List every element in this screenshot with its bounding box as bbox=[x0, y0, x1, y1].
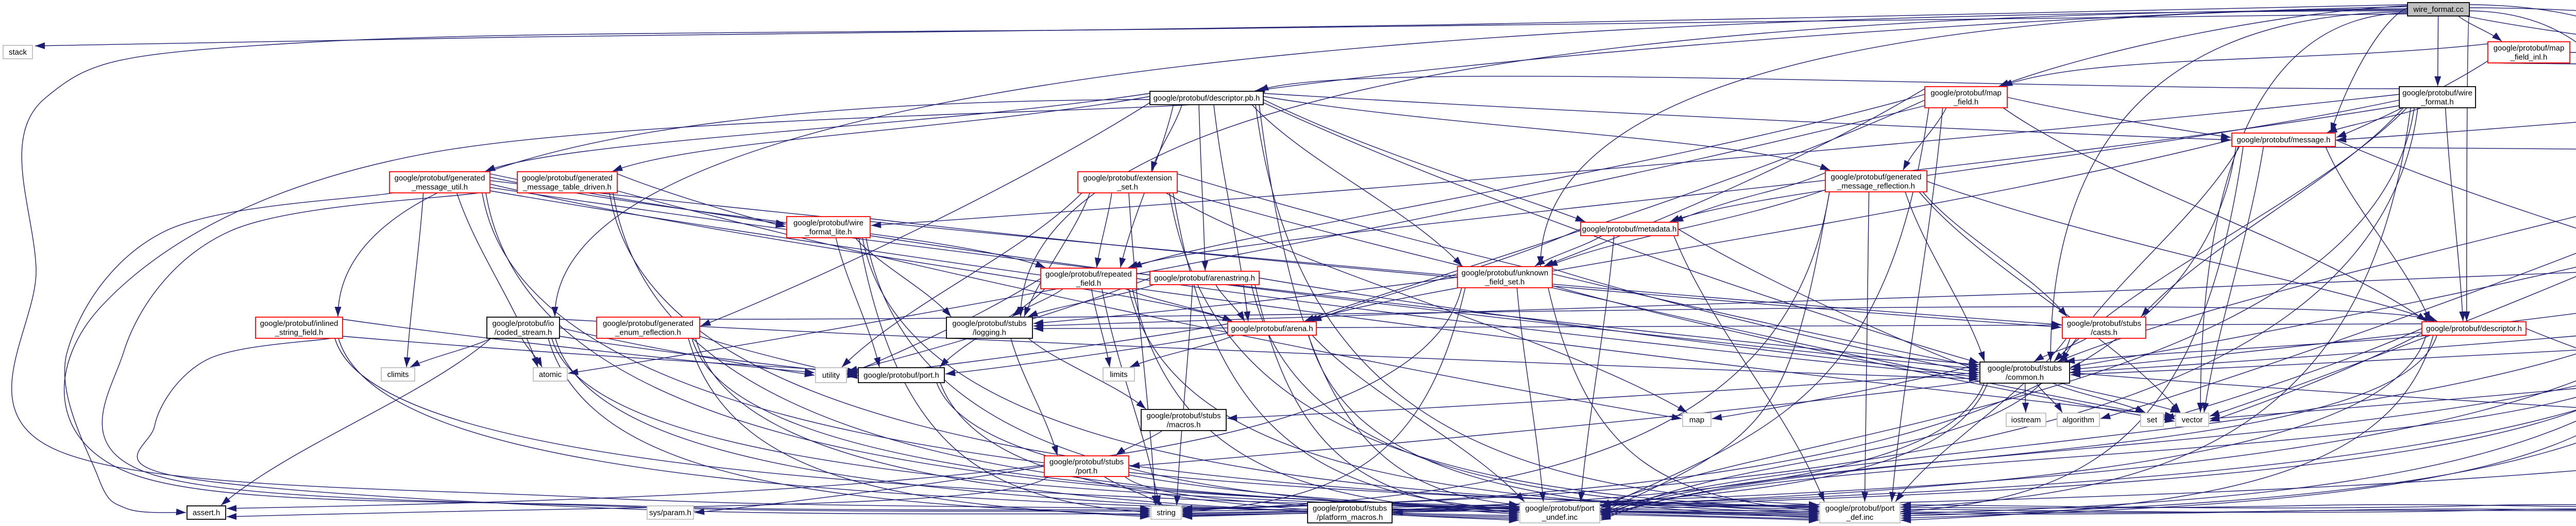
svg-text:map: map bbox=[1689, 416, 1704, 424]
svg-text:google/protobuf/message.h: google/protobuf/message.h bbox=[2237, 136, 2331, 144]
svg-text:google/protobuf/metadata.h: google/protobuf/metadata.h bbox=[1582, 225, 1676, 234]
svg-text:google/protobuf/wire: google/protobuf/wire bbox=[793, 219, 863, 227]
svg-text:algorithm: algorithm bbox=[2062, 416, 2094, 424]
svg-text:_field.h: _field.h bbox=[1953, 97, 1978, 106]
svg-text:google/protobuf/stubs: google/protobuf/stubs bbox=[952, 319, 1026, 328]
svg-text:google/protobuf/extension: google/protobuf/extension bbox=[1083, 174, 1172, 183]
svg-text:google/protobuf/inlined: google/protobuf/inlined bbox=[260, 319, 338, 328]
svg-text:google/protobuf/stubs: google/protobuf/stubs bbox=[1146, 412, 1221, 420]
svg-text:_format.h: _format.h bbox=[2420, 97, 2453, 106]
svg-text:_field_set.h: _field_set.h bbox=[1485, 278, 1525, 287]
svg-text:vector: vector bbox=[2182, 416, 2203, 424]
svg-text:_set.h: _set.h bbox=[1116, 183, 1138, 191]
svg-text:_field_inl.h: _field_inl.h bbox=[2510, 53, 2548, 62]
svg-text:google/protobuf/generated: google/protobuf/generated bbox=[395, 174, 485, 183]
svg-text:/port.h: /port.h bbox=[1076, 467, 1098, 475]
svg-text:google/protobuf/generated: google/protobuf/generated bbox=[603, 319, 693, 328]
svg-text:wire_format.cc: wire_format.cc bbox=[2413, 5, 2464, 14]
svg-text:/common.h: /common.h bbox=[2006, 373, 2044, 382]
svg-text:stack: stack bbox=[9, 48, 27, 57]
svg-text:_def.inc: _def.inc bbox=[1846, 513, 1874, 522]
svg-text:assert.h: assert.h bbox=[193, 508, 220, 517]
svg-text:/coded_stream.h: /coded_stream.h bbox=[495, 328, 552, 337]
svg-text:google/protobuf/stubs: google/protobuf/stubs bbox=[1988, 364, 2062, 373]
svg-text:google/protobuf/descriptor.pb.: google/protobuf/descriptor.pb.h bbox=[1154, 94, 1260, 103]
svg-text:google/protobuf/descriptor.h: google/protobuf/descriptor.h bbox=[2426, 324, 2522, 333]
svg-text:iostream: iostream bbox=[2011, 416, 2041, 424]
svg-text:google/protobuf/map: google/protobuf/map bbox=[2494, 44, 2565, 53]
svg-text:google/protobuf/port.h: google/protobuf/port.h bbox=[863, 371, 939, 380]
svg-text:google/protobuf/stubs: google/protobuf/stubs bbox=[2067, 319, 2141, 328]
svg-text:string: string bbox=[1157, 508, 1176, 517]
svg-text:utility: utility bbox=[822, 371, 840, 380]
svg-text:atomic: atomic bbox=[539, 370, 562, 379]
svg-text:/macros.h: /macros.h bbox=[1167, 421, 1201, 430]
svg-text:_field.h: _field.h bbox=[1076, 279, 1101, 288]
svg-text:google/protobuf/wire: google/protobuf/wire bbox=[2402, 89, 2472, 97]
svg-text:_message_reflection.h: _message_reflection.h bbox=[1837, 182, 1915, 190]
svg-text:/logging.h: /logging.h bbox=[973, 328, 1006, 337]
svg-text:_message_table_driven.h: _message_table_driven.h bbox=[522, 183, 612, 191]
svg-text:google/protobuf/map: google/protobuf/map bbox=[1930, 89, 2002, 97]
svg-text:google/protobuf/unknown: google/protobuf/unknown bbox=[1462, 269, 1548, 277]
svg-text:/platform_macros.h: /platform_macros.h bbox=[1317, 513, 1383, 522]
svg-text:google/protobuf/repeated: google/protobuf/repeated bbox=[1045, 270, 1132, 279]
svg-text:google/protobuf/generated: google/protobuf/generated bbox=[522, 174, 613, 183]
svg-text:_enum_reflection.h: _enum_reflection.h bbox=[615, 328, 681, 337]
svg-text:set: set bbox=[2147, 416, 2158, 424]
svg-text:climits: climits bbox=[387, 370, 409, 379]
svg-text:google/protobuf/stubs: google/protobuf/stubs bbox=[1049, 458, 1124, 467]
svg-text:google/protobuf/port: google/protobuf/port bbox=[1525, 504, 1595, 513]
svg-text:google/protobuf/port: google/protobuf/port bbox=[1825, 504, 1895, 513]
svg-text:limits: limits bbox=[1110, 370, 1127, 379]
svg-text:google/protobuf/arena.h: google/protobuf/arena.h bbox=[1231, 324, 1313, 333]
svg-text:google/protobuf/generated: google/protobuf/generated bbox=[1831, 173, 1922, 182]
svg-text:_undef.inc: _undef.inc bbox=[1541, 513, 1578, 522]
svg-text:google/protobuf/io: google/protobuf/io bbox=[492, 319, 554, 328]
svg-text:_format_lite.h: _format_lite.h bbox=[805, 227, 852, 236]
svg-text:sys/param.h: sys/param.h bbox=[649, 508, 691, 517]
svg-text:_string_field.h: _string_field.h bbox=[275, 328, 323, 337]
svg-text:_message_util.h: _message_util.h bbox=[411, 183, 468, 191]
svg-text:google/protobuf/stubs: google/protobuf/stubs bbox=[1313, 504, 1387, 513]
svg-text:/casts.h: /casts.h bbox=[2091, 328, 2117, 337]
svg-text:google/protobuf/arenastring.h: google/protobuf/arenastring.h bbox=[1154, 274, 1255, 283]
